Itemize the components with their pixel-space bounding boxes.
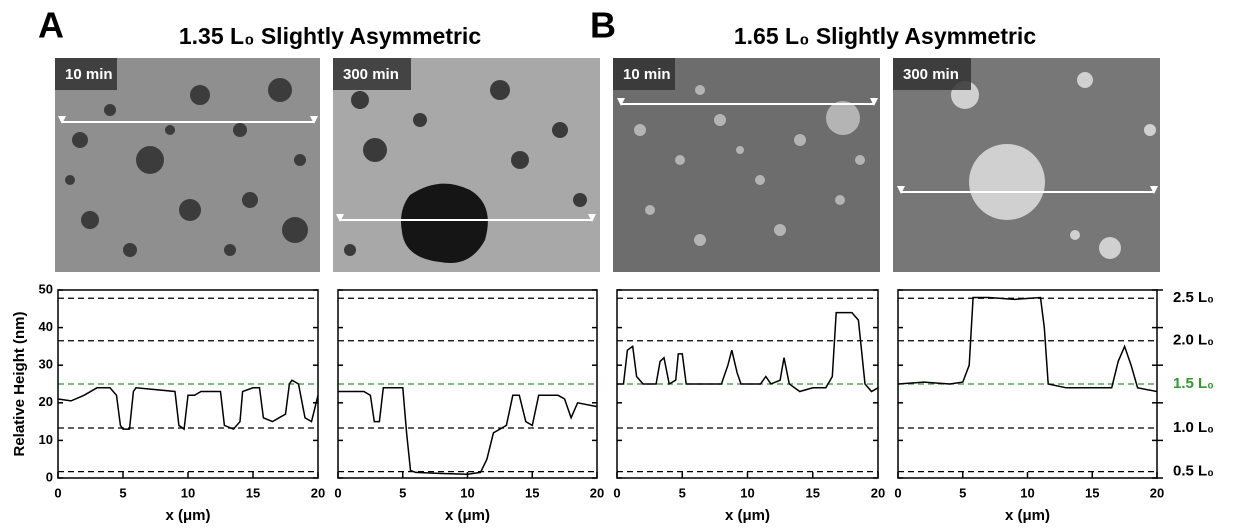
x-tick-label: 5 bbox=[679, 485, 686, 500]
afm-image bbox=[613, 58, 880, 272]
reference-label: 1.0 L₀ bbox=[1173, 419, 1214, 436]
x-tick-label: 15 bbox=[525, 485, 539, 500]
x-tick-label: 5 bbox=[399, 485, 406, 500]
image-label: 10 min bbox=[65, 66, 113, 83]
x-tick-label: 10 bbox=[181, 485, 195, 500]
domains bbox=[344, 80, 587, 256]
group-title: 1.35 L₀ Slightly Asymmetric bbox=[179, 23, 481, 49]
x-axis-label: x (μm) bbox=[165, 507, 210, 524]
x-axis-label: x (μm) bbox=[445, 507, 490, 524]
image-label-bg bbox=[613, 58, 675, 90]
image-label-bg bbox=[893, 58, 971, 90]
profile-line bbox=[897, 296, 1158, 393]
y-tick-label: 10 bbox=[39, 432, 53, 447]
x-tick-label: 10 bbox=[740, 485, 754, 500]
x-tick-label: 20 bbox=[311, 485, 325, 500]
image-label-bg bbox=[333, 58, 411, 90]
x-axis-label: x (μm) bbox=[1005, 507, 1050, 524]
y-tick-label: 20 bbox=[39, 394, 53, 409]
x-tick-label: 15 bbox=[1085, 485, 1099, 500]
scan-markers bbox=[58, 98, 1158, 222]
x-tick-label: 20 bbox=[590, 485, 604, 500]
x-tick-label: 0 bbox=[613, 485, 620, 500]
x-tick-label: 0 bbox=[894, 485, 901, 500]
y-tick-label: 40 bbox=[39, 319, 53, 334]
profile-line bbox=[338, 387, 598, 475]
reference-label: 2.5 L₀ bbox=[1173, 289, 1214, 306]
profile-line bbox=[617, 311, 879, 393]
x-tick-label: 5 bbox=[119, 485, 126, 500]
domains bbox=[634, 85, 865, 246]
image-label: 300 min bbox=[343, 66, 399, 83]
image-label: 10 min bbox=[623, 66, 671, 83]
image-label-bg bbox=[55, 58, 117, 90]
reference-label: 2.0 L₀ bbox=[1173, 332, 1214, 349]
afm-images bbox=[55, 58, 1160, 272]
x-tick-label: 20 bbox=[1150, 485, 1164, 500]
x-tick-label: 10 bbox=[460, 485, 474, 500]
x-tick-label: 15 bbox=[246, 485, 260, 500]
panel-letter: B bbox=[590, 5, 616, 46]
x-tick-label: 10 bbox=[1020, 485, 1034, 500]
x-tick-label: 15 bbox=[806, 485, 820, 500]
y-tick-label: 0 bbox=[46, 469, 53, 484]
y-tick-label: 50 bbox=[39, 281, 53, 296]
panel-letter: A bbox=[38, 5, 64, 46]
domains bbox=[65, 78, 308, 257]
reference-label: 0.5 L₀ bbox=[1173, 463, 1214, 480]
x-tick-label: 5 bbox=[959, 485, 966, 500]
x-axis-label: x (μm) bbox=[725, 507, 770, 524]
image-label: 300 min bbox=[903, 66, 959, 83]
group-title: 1.65 L₀ Slightly Asymmetric bbox=[734, 23, 1036, 49]
reference-label: 1.5 L₀ bbox=[1173, 375, 1214, 392]
x-tick-label: 0 bbox=[54, 485, 61, 500]
y-axis-label: Relative Height (nm) bbox=[11, 311, 28, 456]
scan-lines bbox=[62, 103, 1154, 221]
domain-hole bbox=[401, 183, 488, 264]
profile-line bbox=[57, 379, 319, 431]
x-tick-label: 20 bbox=[871, 485, 885, 500]
x-tick-label: 0 bbox=[334, 485, 341, 500]
y-tick-label: 30 bbox=[39, 357, 53, 372]
